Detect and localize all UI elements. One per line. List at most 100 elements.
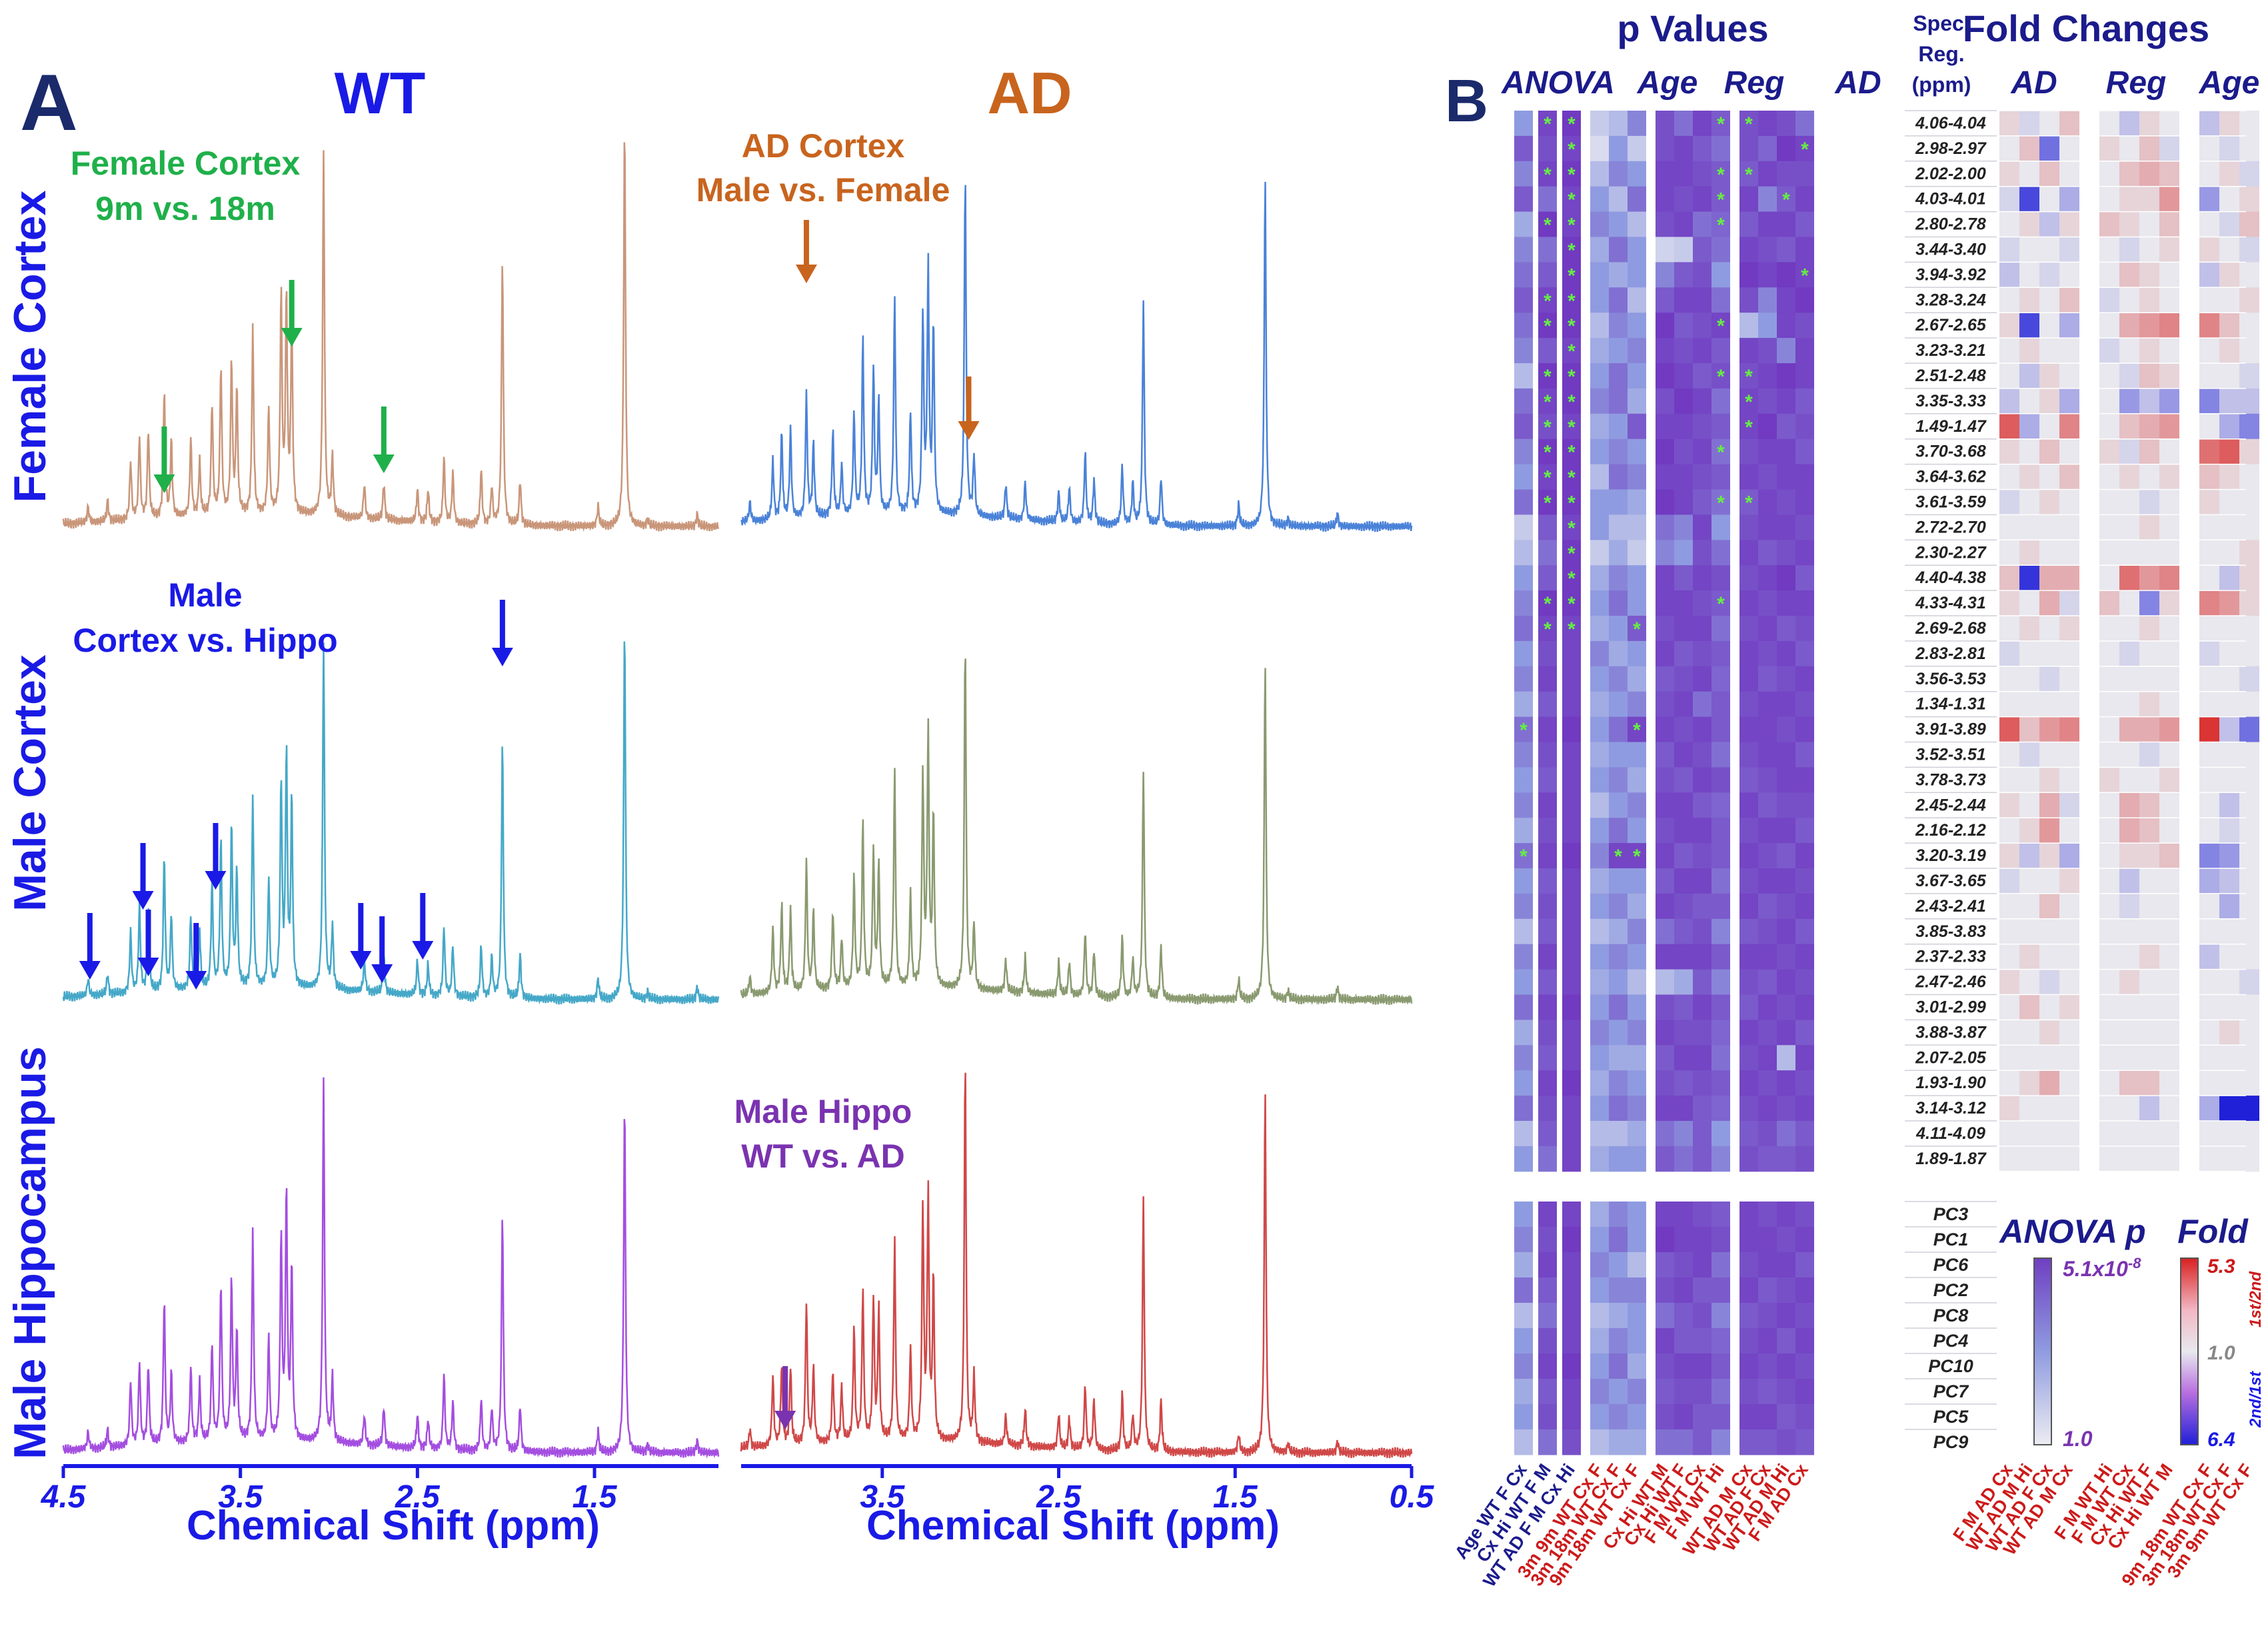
significance-star: * [1568,290,1576,312]
p-cell [1562,186,1581,213]
p-cell [1628,262,1646,288]
fold-cell [2099,186,2119,213]
fold-cell [2239,944,2259,970]
pc-cell [1514,1404,1533,1430]
p-cell [1739,540,1758,566]
p-cell [1590,767,1609,793]
fold-cell [2059,363,2079,389]
fold-cell [2139,691,2159,718]
title-p-values: p Values [1617,7,1768,49]
p-cell [1674,716,1693,742]
fold-cell [2239,413,2259,440]
p-cell [1777,514,1795,540]
fold-cell [2239,742,2259,768]
p-cell [1538,969,1557,995]
pc-cell [1609,1202,1628,1227]
p-cell [1711,1146,1730,1172]
p-cell [1609,994,1628,1020]
pc-cell [1628,1379,1646,1405]
fold-cell [2239,262,2259,288]
p-cell [1777,716,1795,742]
p-cell [1758,237,1777,263]
fold-cell [2119,161,2139,187]
fold-cell [2119,792,2139,818]
pc-cell [1609,1328,1628,1354]
fold-cell [2139,994,2159,1020]
fold-cell [2019,944,2039,970]
p-cell [1711,792,1730,818]
p-cell [1562,388,1581,414]
p-cell [1590,1096,1609,1122]
p-cell [1538,1096,1557,1122]
pc-cell [1538,1252,1557,1278]
p-cell [1711,616,1730,642]
fold-cell [2239,666,2259,692]
fold-cell [2019,135,2039,162]
group-label-age-fold: Age [2199,65,2260,101]
p-cell [1590,818,1609,844]
fold-cell [2199,893,2219,920]
pc-cell [1514,1277,1533,1303]
p-cell [1628,135,1646,162]
p-cell [1674,969,1693,995]
fold-cell [2159,843,2179,869]
p-cell [1538,514,1557,540]
p-cell [1693,1020,1711,1046]
p-cell [1674,388,1693,414]
p-cell [1795,565,1814,591]
p-cell [1562,640,1581,667]
pc-cell [1777,1252,1795,1278]
p-cell [1628,464,1646,490]
p-cell [1514,1070,1533,1096]
p-cell [1609,565,1628,591]
p-cell [1795,438,1814,465]
significance-star: * [1544,416,1552,438]
fold-cell [2239,716,2259,742]
x-label-right: Chemical Shift (ppm) [866,1503,1280,1549]
fold-cell [2059,540,2079,566]
fold-cell [2119,489,2139,515]
fold-cell [2139,843,2159,869]
p-cell [1656,818,1674,844]
fold-cell [2119,640,2139,667]
region-label: 2.72-2.70 [1915,518,1986,536]
p-cell [1656,161,1674,187]
fold-cell [1999,438,2019,465]
pc-label: PC1 [1933,1229,1969,1249]
tick-label-left: 1.5 [572,1479,618,1515]
p-cell [1758,792,1777,818]
fold-cell [2199,691,2219,718]
fold-cell [1999,893,2019,920]
pc-cell [1777,1404,1795,1430]
pc-cell [1777,1202,1795,1227]
pc-cell [1674,1429,1693,1455]
p-cell [1795,767,1814,793]
fold-cell [2059,994,2079,1020]
fold-cell [2159,792,2179,818]
p-cell [1590,388,1609,414]
p-cell [1538,489,1557,515]
panel-b-letter: B [1445,68,1488,135]
annotation-hippo-genotype-line1: Male Hippo [734,1093,912,1130]
pc-cell [1739,1303,1758,1329]
p-cell [1609,135,1628,162]
fold-cell [2159,691,2179,718]
fold-cell [2159,1146,2179,1172]
fold-cell [2039,1045,2059,1071]
group-label-reg-p: Reg [1724,65,1785,101]
significance-star: * [1745,366,1753,388]
fold-cell [2059,969,2079,995]
fold-cell [1999,994,2019,1020]
arrow-blue-4 [185,923,207,990]
p-cell [1739,135,1758,162]
fold-cell [2139,438,2159,465]
fold-cell [2039,868,2059,894]
pc-cell [1758,1303,1777,1329]
p-cell [1739,640,1758,667]
fold-cell [2199,338,2219,364]
pc-cell [1656,1277,1674,1303]
fold-cell [2099,313,2119,339]
pc-cell [1711,1252,1730,1278]
fold-cell [2039,1070,2059,1096]
fold-cell [2099,161,2119,187]
